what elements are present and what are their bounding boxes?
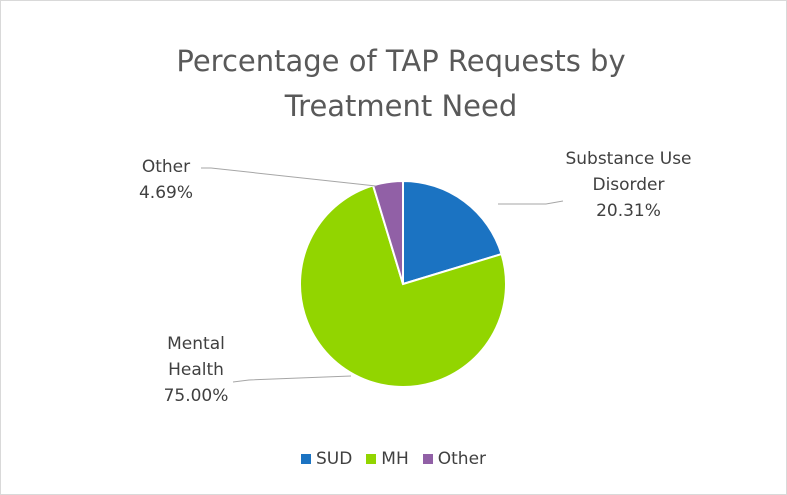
legend-label: Other (437, 449, 487, 469)
legend: SUD MH Other (1, 449, 786, 469)
legend-swatch (300, 454, 311, 464)
legend-item: Other (422, 449, 487, 469)
label-value: 20.31% (596, 201, 661, 221)
data-label: Substance Use Disorder 20.31% (561, 146, 696, 224)
legend-swatch (422, 454, 433, 464)
legend-label: MH (381, 449, 409, 469)
pie-slice (402, 179, 503, 286)
leader-line (498, 200, 564, 205)
chart-title: Percentage of TAP Requests by Treatment … (176, 44, 626, 123)
leader-line (201, 167, 377, 187)
legend-item: SUD (300, 449, 353, 469)
legend-item: MH (366, 449, 409, 469)
label-value: 4.69% (138, 183, 193, 203)
label-name: Substance Use Disorder (565, 149, 692, 195)
leader-line (232, 375, 352, 383)
label-value: 75.00% (163, 386, 229, 406)
pie-slice (299, 184, 507, 388)
data-label: Other 4.69% (126, 154, 206, 206)
legend-swatch (366, 454, 377, 464)
data-label: Mental Health 75.00% (151, 331, 241, 409)
label-name: Other (141, 157, 191, 177)
label-name: Mental Health (167, 334, 225, 380)
legend-label: SUD (315, 449, 353, 469)
